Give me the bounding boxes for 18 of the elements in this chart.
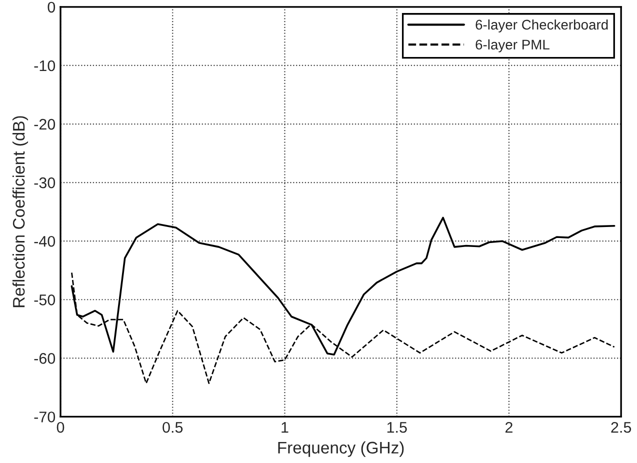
legend-label: 6-layer Checkerboard (476, 19, 608, 32)
x-tick-label: 0 (56, 422, 64, 433)
y-tick-label: -60 (34, 353, 56, 364)
x-tick-label: 1 (282, 422, 288, 433)
y-axis-title: Reflection Coefficient (dB) (12, 116, 28, 308)
y-tick-label: -50 (34, 294, 56, 306)
x-tick-label: 0.5 (162, 422, 183, 433)
y-tick-label: -30 (34, 177, 56, 188)
y-tick-label: -70 (34, 412, 56, 422)
y-tick-label: 0 (48, 2, 56, 13)
x-tick-label: 2.5 (611, 422, 632, 433)
y-tick-label: -40 (34, 236, 56, 247)
y-tick-label: -20 (34, 118, 56, 130)
x-axis-title: Frequency (GHz) (278, 441, 404, 457)
x-tick-label: 2 (505, 422, 512, 433)
legend-label: 6-layer PML (476, 39, 550, 52)
y-tick-label: -10 (34, 60, 56, 72)
x-tick-label: 1.5 (387, 422, 407, 433)
